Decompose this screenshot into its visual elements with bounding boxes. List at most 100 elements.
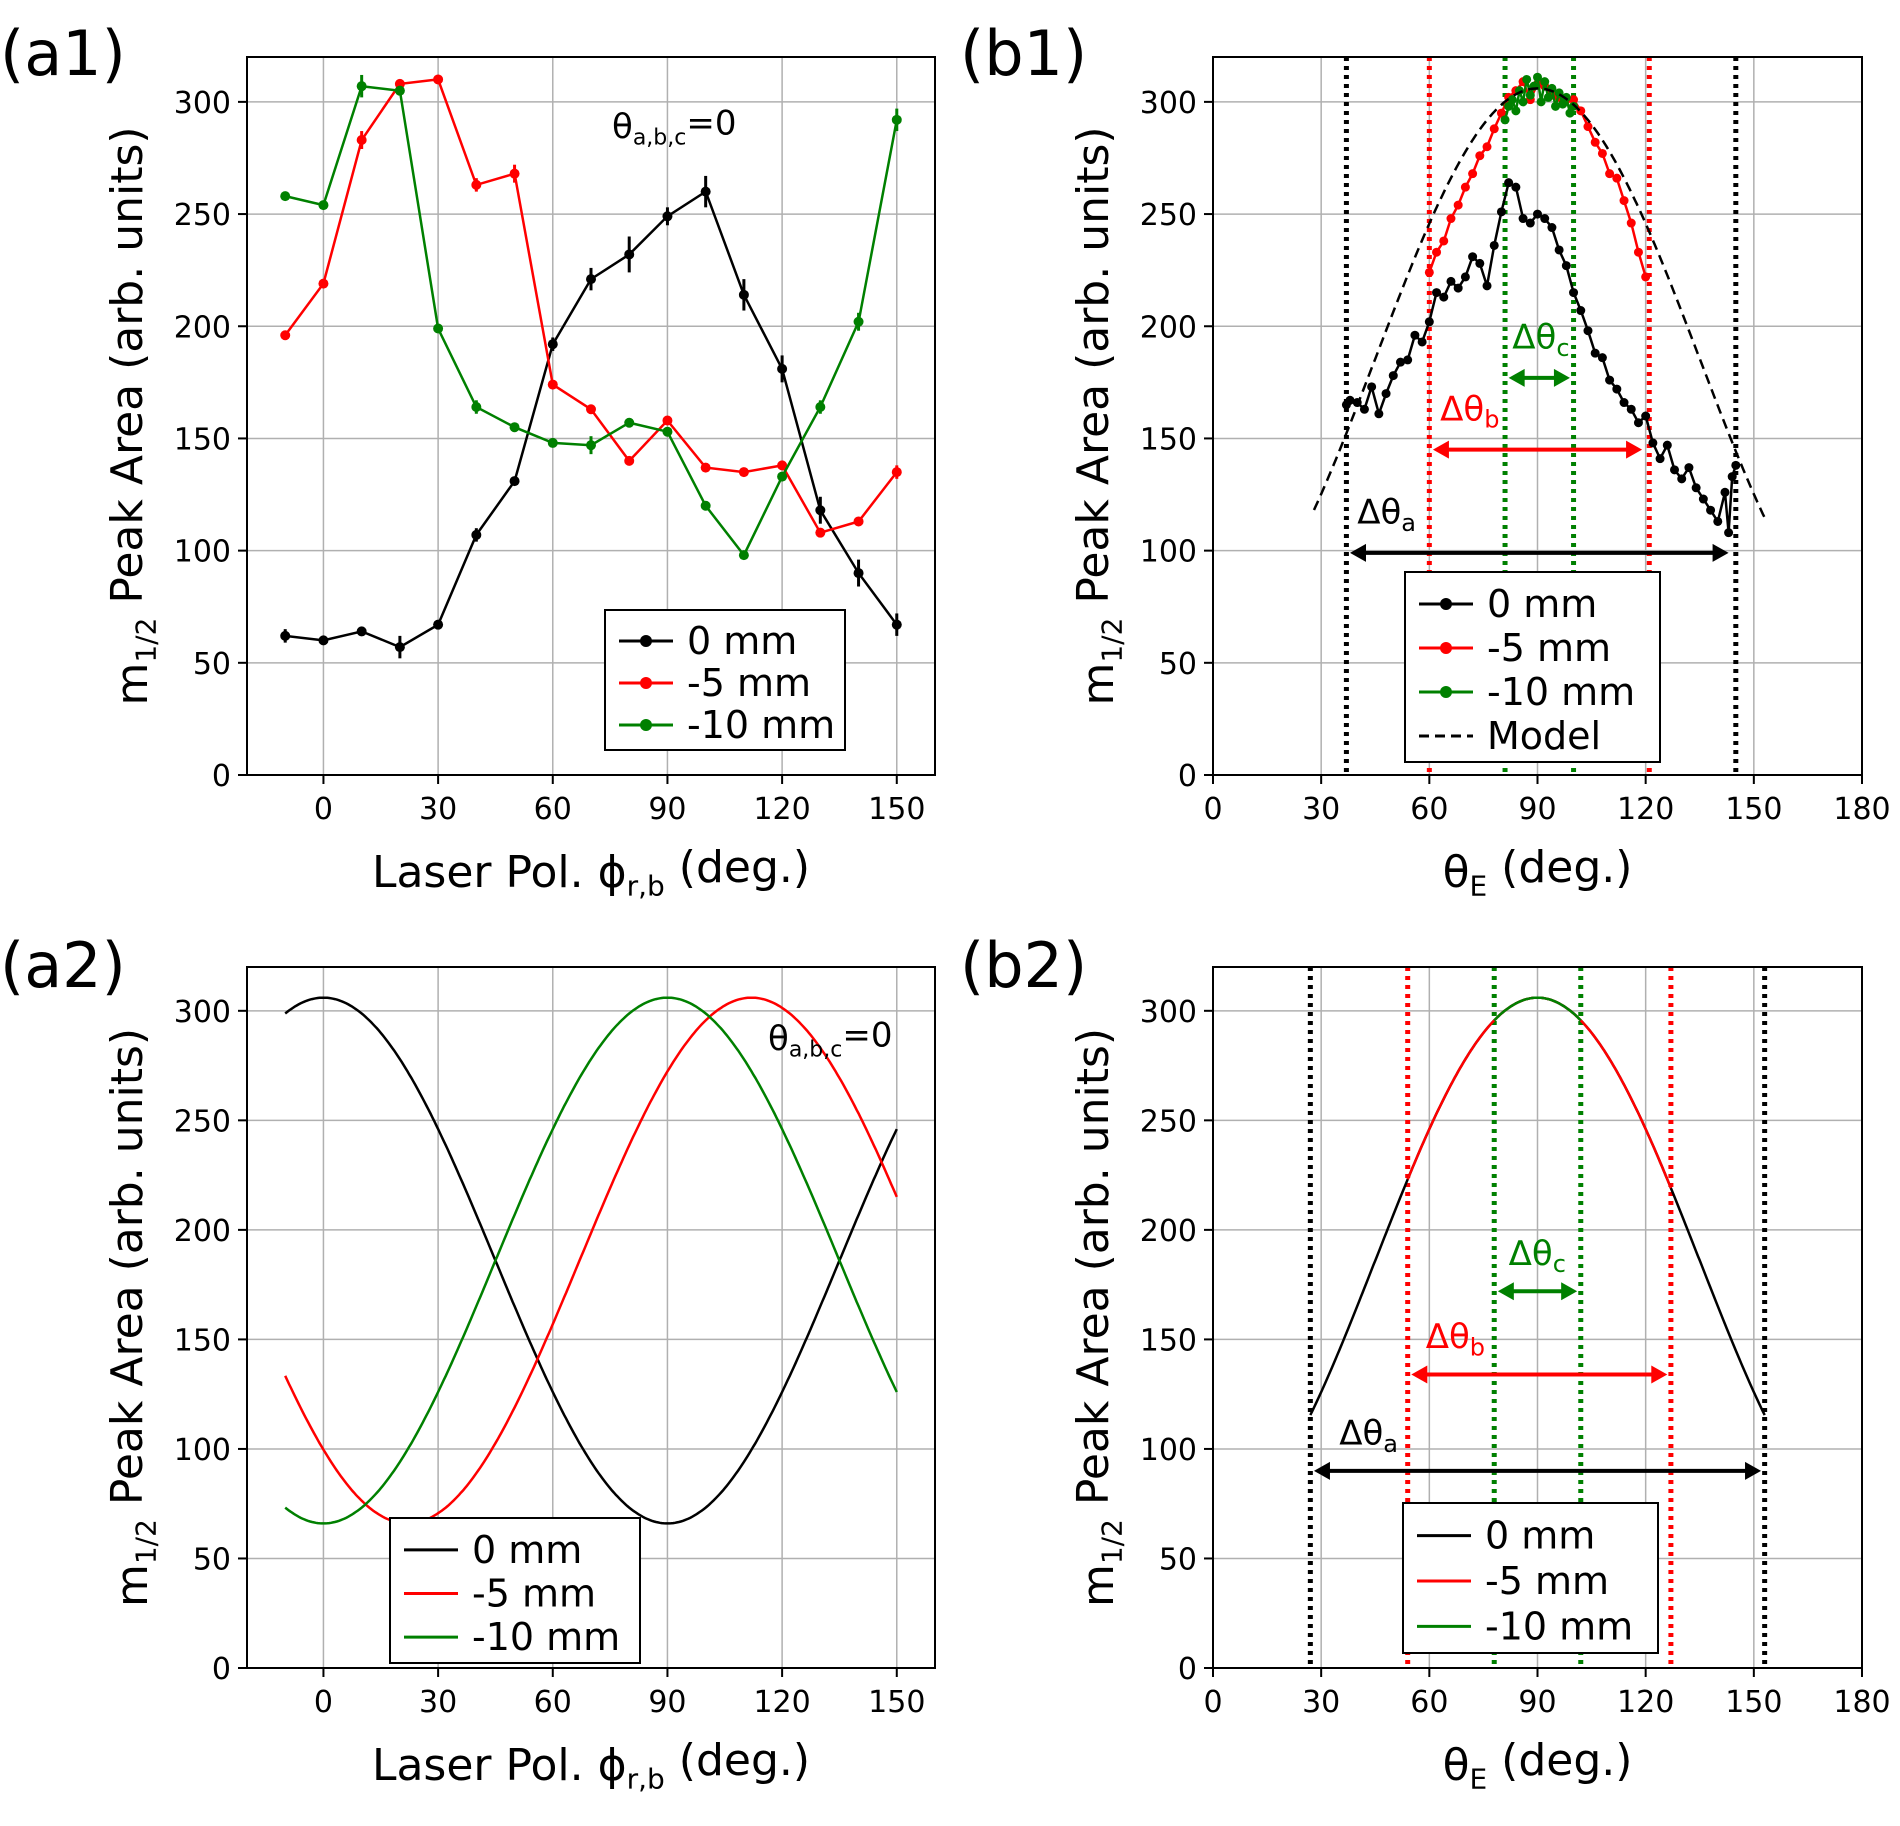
legend-label: -10 mm: [687, 703, 835, 747]
panel-a2: (a2) 0 30 60 90 120 150 0 50 100 150 200 250 300 Laser…: [0, 929, 936, 1795]
data-point: [1525, 90, 1535, 100]
x-axis-label: Laser Pol. ϕr,b (deg.): [372, 842, 810, 902]
x-tick-label: 90: [648, 792, 686, 827]
legend-label: -5 mm: [472, 1572, 596, 1616]
data-point: [471, 402, 482, 413]
data-point: [1367, 382, 1377, 392]
series-line--10mm: [284, 996, 898, 1525]
data-point: [1446, 214, 1456, 224]
data-point: [1410, 330, 1420, 340]
x-tick-label: 0: [1203, 1685, 1222, 1720]
data-point: [624, 417, 635, 428]
data-point: [433, 74, 444, 85]
y-tick-label: 200: [174, 1214, 231, 1249]
legend-label: 0 mm: [472, 1528, 582, 1572]
y-axis-label: m1/2 Peak Area (arb. units): [102, 1028, 162, 1607]
data-point: [700, 462, 711, 473]
series-line-Model: [1312, 87, 1766, 519]
data-point: [1453, 200, 1463, 210]
data-point: [1619, 398, 1629, 408]
y-tick-label: 300: [1140, 86, 1197, 121]
data-point: [1569, 95, 1579, 105]
x-tick-label: 30: [419, 1685, 457, 1720]
arrow-head-right: [1626, 440, 1643, 459]
x-axis-label: θE (deg.): [1443, 1735, 1633, 1795]
x-tick-label: 60: [1410, 792, 1448, 827]
data-point: [1576, 306, 1586, 316]
data-point: [1597, 148, 1607, 158]
y-tick-label: 150: [1140, 422, 1197, 457]
data-point: [700, 500, 711, 511]
arrow-label: Δθb: [1426, 1317, 1485, 1361]
data-point: [280, 330, 291, 341]
data-point: [1504, 178, 1514, 188]
axes-frame: [246, 56, 936, 776]
arrow-head-left: [1497, 1282, 1514, 1301]
data-point: [1605, 169, 1615, 179]
x-tick-label: 150: [1725, 792, 1782, 827]
y-tick-label: 150: [1140, 1323, 1197, 1358]
data-point: [1590, 348, 1600, 358]
data-point: [1439, 292, 1449, 302]
data-point: [1619, 196, 1629, 206]
data-point: [1670, 465, 1680, 475]
data-point: [1381, 389, 1391, 399]
data-point: [1518, 97, 1528, 107]
data-point: [318, 200, 329, 211]
data-point: [1547, 223, 1557, 233]
data-point: [509, 422, 520, 433]
y-tick-label: 0: [212, 759, 231, 794]
arrow-head-left: [1432, 440, 1449, 459]
x-tick-label: 30: [1302, 792, 1340, 827]
legend-marker: [640, 719, 652, 731]
data-point: [700, 186, 711, 197]
y-tick-label: 300: [174, 86, 231, 121]
data-point: [1511, 182, 1521, 192]
legend: 0 mm-5 mm-10 mm: [1402, 1502, 1659, 1654]
data-point: [1724, 528, 1734, 538]
data-point: [738, 467, 749, 478]
arrow-label: Δθb: [1440, 389, 1499, 433]
arrow-head-right: [1553, 368, 1570, 387]
data-point: [1648, 438, 1658, 448]
data-point: [1482, 281, 1492, 291]
data-point: [1496, 207, 1506, 217]
data-point: [586, 404, 596, 415]
y-tick-label: 100: [174, 1433, 231, 1468]
y-tick-label: 0: [1178, 759, 1197, 794]
legend: 0 mm-5 mm-10 mm: [604, 609, 846, 751]
data-point: [1641, 272, 1651, 282]
data-point: [280, 630, 291, 641]
data-point: [1612, 384, 1622, 394]
plot-area: [284, 996, 898, 1525]
arrow-label: Δθa: [1357, 493, 1416, 537]
panel-label: (b1): [960, 17, 1087, 90]
x-tick-label: 90: [1518, 1685, 1556, 1720]
data-point: [815, 527, 826, 538]
data-point: [547, 339, 558, 350]
data-point: [1554, 245, 1564, 255]
data-point: [1706, 505, 1716, 515]
data-point: [1698, 494, 1708, 504]
x-tick-label: 0: [314, 1685, 333, 1720]
data-point: [318, 635, 329, 646]
x-tick-label: 120: [753, 1685, 810, 1720]
x-tick-label: 60: [534, 1685, 572, 1720]
data-point: [1460, 272, 1470, 282]
data-point: [509, 476, 520, 487]
data-point: [1468, 252, 1478, 262]
arrow-head-left: [1313, 1461, 1330, 1480]
y-tick-label: 200: [1140, 1214, 1197, 1249]
theta-annotation: θa,b,c=0: [612, 103, 736, 150]
data-point: [356, 135, 367, 146]
data-point: [1612, 173, 1622, 183]
panel-label: (a2): [0, 929, 126, 1002]
panel-a1: (a1) 0 30 60 90 120 150 0 50 100 150 200 250 300 Laser…: [0, 17, 936, 902]
series-line-0mm: [285, 189, 898, 649]
data-point: [1713, 516, 1723, 526]
y-tick-label: 250: [174, 1104, 231, 1139]
data-point: [853, 568, 864, 579]
legend-marker: [640, 635, 652, 647]
